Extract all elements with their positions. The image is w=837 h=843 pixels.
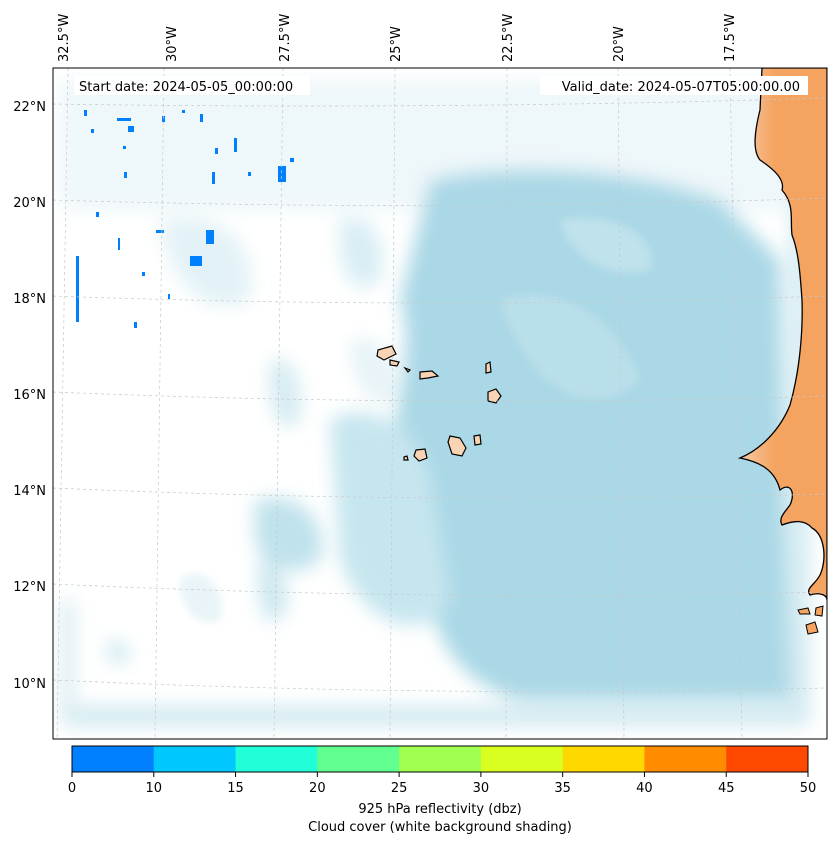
lon-label-30w: 30°W — [165, 26, 180, 62]
colorbar-segment — [480, 746, 564, 772]
colorbar-segment — [644, 746, 727, 772]
latitude-labels: 22°N 20°N 18°N 16°N 14°N 12°N 10°N — [13, 100, 46, 692]
colorbar-tick-label: 10 — [146, 781, 163, 796]
colorbar-segment — [317, 746, 400, 772]
colorbar-tick-label: 30 — [473, 781, 490, 796]
lat-label-22n: 22°N — [13, 100, 46, 115]
lat-label-12n: 12°N — [13, 580, 46, 595]
colorbar-frame — [71, 745, 809, 773]
colorbar — [72, 746, 809, 772]
cloud-cover-shading — [60, 80, 820, 727]
colorbar-tick-label: 40 — [636, 781, 653, 796]
colorbar-tick-label: 50 — [800, 781, 817, 796]
colorbar-tick-label: 35 — [554, 781, 571, 796]
lat-label-14n: 14°N — [13, 484, 46, 499]
valid-date-box — [540, 76, 808, 95]
reflectivity-cells — [76, 110, 294, 328]
longitude-labels: 32.5°W 30°W 27.5°W 25°W 22.5°W 20°W 17.5… — [57, 14, 738, 62]
lon-label-17-5w: 17.5°W — [723, 14, 738, 62]
start-date-box — [74, 76, 310, 95]
cloud-cover-detail — [180, 218, 652, 623]
colorbar-segment — [72, 746, 155, 772]
graticule — [53, 68, 827, 739]
colorbar-sublabel: Cloud cover (white background shading) — [308, 820, 572, 835]
lon-label-27-5w: 27.5°W — [278, 14, 293, 62]
colorbar-tick-label: 25 — [391, 781, 408, 796]
cape-verde-islands — [376, 345, 502, 462]
colorbar-ticks: 0 10 15 20 25 30 35 40 45 50 — [68, 772, 816, 796]
colorbar-segment — [153, 746, 237, 772]
lat-label-10n: 10°N — [13, 677, 46, 692]
colorbar-label: 925 hPa reflectivity (dbz) — [358, 802, 521, 817]
start-date-label: Start date: 2024-05-05_00:00:00 — [79, 80, 293, 95]
lon-label-32-5w: 32.5°W — [57, 14, 72, 62]
lat-label-16n: 16°N — [13, 388, 46, 403]
colorbar-tick-label: 0 — [68, 781, 76, 796]
lon-label-22-5w: 22.5°W — [501, 14, 516, 62]
lat-label-20n: 20°N — [13, 196, 46, 211]
colorbar-tick-label: 20 — [309, 781, 326, 796]
africa-mainland — [737, 68, 827, 601]
colorbar-segment — [399, 746, 482, 772]
colorbar-segment — [235, 746, 318, 772]
valid-date-label: Valid_date: 2024-05-07T05:00:00.00 — [562, 80, 800, 95]
colorbar-tick-label: 45 — [718, 781, 735, 796]
lon-label-20w: 20°W — [612, 26, 627, 62]
colorbar-segment — [726, 746, 809, 772]
map-frame — [52, 67, 828, 740]
colorbar-tick-label: 15 — [227, 781, 244, 796]
colorbar-segment — [562, 746, 645, 772]
lon-label-25w: 25°W — [389, 26, 404, 62]
lat-label-18n: 18°N — [13, 292, 46, 307]
